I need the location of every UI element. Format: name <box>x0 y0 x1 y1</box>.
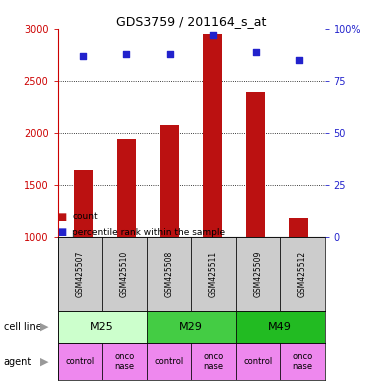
Point <box>253 49 259 55</box>
Text: onco
nase: onco nase <box>114 352 134 371</box>
Text: ■: ■ <box>58 227 67 237</box>
Bar <box>289 218 308 237</box>
Bar <box>74 170 93 237</box>
Bar <box>102 343 147 380</box>
Bar <box>280 237 325 311</box>
Bar <box>58 311 147 343</box>
Bar <box>246 92 265 237</box>
Text: control: control <box>65 357 94 366</box>
Text: onco
nase: onco nase <box>292 352 312 371</box>
Text: GSM425511: GSM425511 <box>209 251 218 297</box>
Text: M25: M25 <box>90 322 114 332</box>
Text: ■: ■ <box>58 212 67 222</box>
Text: percentile rank within the sample: percentile rank within the sample <box>72 228 226 237</box>
Bar <box>280 343 325 380</box>
Text: GSM425510: GSM425510 <box>120 251 129 297</box>
Bar <box>236 311 325 343</box>
Text: GSM425509: GSM425509 <box>253 251 262 297</box>
Point <box>296 57 302 63</box>
Bar <box>191 237 236 311</box>
Bar <box>191 343 236 380</box>
Bar <box>58 237 102 311</box>
Point <box>210 32 216 38</box>
Bar <box>117 139 136 237</box>
Bar <box>203 34 222 237</box>
Text: GSM425507: GSM425507 <box>75 251 84 297</box>
Text: onco
nase: onco nase <box>203 352 223 371</box>
Text: cell line: cell line <box>4 322 42 332</box>
Bar <box>147 311 236 343</box>
Text: M29: M29 <box>179 322 203 332</box>
Text: ▶: ▶ <box>40 357 49 367</box>
Text: control: control <box>154 357 183 366</box>
Bar <box>147 343 191 380</box>
Text: M49: M49 <box>268 322 292 332</box>
Text: count: count <box>72 212 98 222</box>
Bar <box>160 126 179 237</box>
Bar <box>236 237 280 311</box>
Text: GSM425508: GSM425508 <box>164 251 173 297</box>
Point <box>124 51 129 57</box>
Bar <box>236 343 280 380</box>
Text: ▶: ▶ <box>40 322 49 332</box>
Point <box>167 51 173 57</box>
Title: GDS3759 / 201164_s_at: GDS3759 / 201164_s_at <box>116 15 266 28</box>
Bar <box>147 237 191 311</box>
Bar <box>102 237 147 311</box>
Text: agent: agent <box>4 357 32 367</box>
Text: control: control <box>243 357 272 366</box>
Text: GSM425512: GSM425512 <box>298 251 307 297</box>
Bar <box>58 343 102 380</box>
Point <box>81 53 86 59</box>
